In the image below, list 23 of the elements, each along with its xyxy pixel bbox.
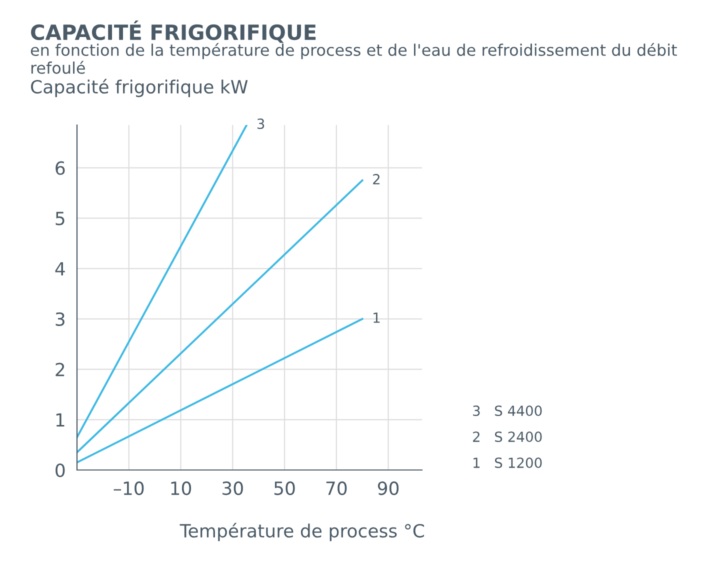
text: 3 S 4400 — [473, 406, 542, 416]
series-label: 2 — [373, 174, 380, 184]
x-axis-title: Température de process °C — [180, 522, 424, 542]
series-label: 1 — [374, 312, 380, 323]
x-tick-label: 70 — [326, 481, 347, 496]
chart-subtitle: en fonction de la température de process et de l'eau de refroidissement du débit refoulé — [30, 43, 677, 74]
chart-title: CAPACITÉ FRIGORIFIQUE — [31, 20, 316, 43]
text: 2 S 2400 — [473, 432, 542, 442]
y-tick-label: 1 — [56, 413, 64, 426]
y-tick-label: 4 — [55, 262, 65, 276]
y-tick-label: 0 — [56, 463, 65, 478]
x-tick-label: 30 — [222, 481, 243, 496]
x-tick-label: –10 — [114, 481, 144, 496]
y-tick-label: 2 — [56, 362, 64, 376]
y-tick-label: 6 — [56, 161, 65, 175]
y-tick-label: 5 — [56, 212, 64, 226]
x-tick-label: 90 — [378, 481, 399, 496]
y-tick-label: 3 — [56, 312, 64, 326]
x-tick-label: 50 — [274, 481, 295, 496]
series-label: 3 — [257, 118, 264, 130]
y-axis-title: Capacité frigorifique kW — [31, 78, 248, 98]
text: 1 S 1200 — [474, 458, 542, 468]
x-tick-label: 10 — [171, 481, 192, 496]
